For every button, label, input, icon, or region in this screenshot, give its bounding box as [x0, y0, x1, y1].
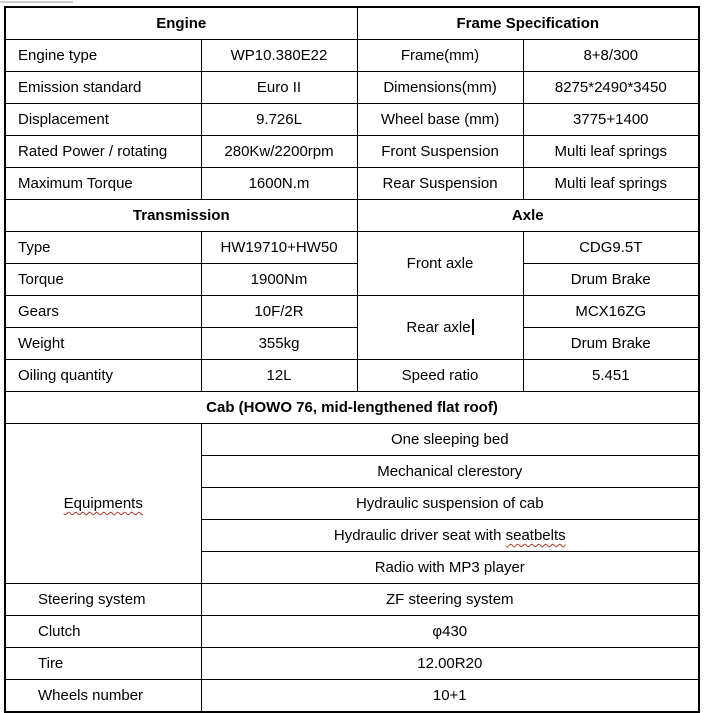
table-row: Tire 12.00R20 [4, 647, 700, 680]
cab-section-header: Cab (HOWO 76, mid-lengthened flat roof) [4, 391, 700, 424]
equipment-item[interactable]: Hydraulic suspension of cab [200, 487, 700, 520]
emission-standard-label[interactable]: Emission standard [4, 71, 202, 104]
equipment-item[interactable]: Radio with MP3 player [200, 551, 700, 584]
frame-section-header: Frame Specification [356, 6, 700, 40]
frame-label[interactable]: Frame(mm) [356, 39, 524, 72]
rear-axle-brake-value[interactable]: Drum Brake [522, 327, 700, 360]
rear-axle-label-text: Rear axle [406, 319, 471, 336]
dimensions-value[interactable]: 8275*2490*3450 [522, 71, 700, 104]
clutch-value[interactable]: φ430 [200, 615, 700, 648]
dimensions-label[interactable]: Dimensions(mm) [356, 71, 524, 104]
frame-value[interactable]: 8+8/300 [522, 39, 700, 72]
table-row: Radio with MP3 player [5, 551, 700, 584]
equipment-item[interactable]: Mechanical clerestory [200, 455, 700, 488]
table-row: Displacement 9.726L Wheel base (mm) 3775… [4, 103, 700, 136]
table-row: Type HW19710+HW50 Front axle CDG9.5T [4, 231, 700, 296]
truck-spec-table: Engine Frame Specification Engine type W… [4, 6, 701, 713]
rear-axle-label[interactable]: Rear axle [356, 295, 524, 360]
displacement-label[interactable]: Displacement [4, 103, 202, 136]
max-torque-label[interactable]: Maximum Torque [4, 167, 202, 200]
table-row: Hydraulic suspension of cab [5, 487, 700, 520]
rear-suspension-label[interactable]: Rear Suspension [356, 167, 524, 200]
oiling-quantity-label[interactable]: Oiling quantity [4, 359, 202, 392]
page-edge-artifact [0, 1, 73, 3]
wheels-number-label[interactable]: Wheels number [4, 679, 202, 713]
weight-label[interactable]: Weight [4, 327, 202, 360]
equipment-item[interactable]: Hydraulic driver seat with seatbelts [200, 519, 700, 552]
wheels-number-value[interactable]: 10+1 [200, 679, 700, 713]
table-row: Equipments One sleeping bed [4, 423, 700, 584]
displacement-value[interactable]: 9.726L [200, 103, 358, 136]
transmission-torque-value[interactable]: 1900Nm [200, 263, 358, 296]
table-row: Clutch φ430 [4, 615, 700, 648]
table-row: Torque 1900Nm Drum Brake [4, 263, 700, 296]
text-cursor [471, 319, 474, 335]
table-row: Mechanical clerestory [5, 455, 700, 488]
rated-power-value[interactable]: 280Kw/2200rpm [200, 135, 358, 168]
equipment-item-text: Hydraulic driver seat with [333, 527, 506, 544]
engine-section-header: Engine [4, 6, 358, 40]
steering-system-label[interactable]: Steering system [4, 583, 202, 616]
table-row: Wheels number 10+1 [4, 679, 700, 713]
weight-value[interactable]: 355kg [200, 327, 358, 360]
front-axle-brake-value[interactable]: Drum Brake [522, 263, 700, 296]
table-row: Engine Frame Specification [4, 6, 700, 40]
oiling-quantity-value[interactable]: 12L [200, 359, 358, 392]
table-row: Steering system ZF steering system [4, 583, 700, 616]
table-row: Transmission Axle [4, 199, 700, 232]
axle-section-header: Axle [356, 199, 700, 232]
front-suspension-value[interactable]: Multi leaf springs [522, 135, 700, 168]
emission-standard-value[interactable]: Euro II [200, 71, 358, 104]
transmission-type-value[interactable]: HW19710+HW50 [200, 231, 358, 264]
max-torque-value[interactable]: 1600N.m [200, 167, 358, 200]
equipments-label-text: Equipments [63, 495, 143, 512]
tire-label[interactable]: Tire [4, 647, 202, 680]
equipments-label[interactable]: Equipments [4, 423, 202, 584]
speed-ratio-label[interactable]: Speed ratio [356, 359, 524, 392]
clutch-label[interactable]: Clutch [4, 615, 202, 648]
transmission-section-header: Transmission [4, 199, 358, 232]
table-row: Oiling quantity 12L Speed ratio 5.451 [4, 359, 700, 392]
gears-value[interactable]: 10F/2R [200, 295, 358, 328]
misspelled-word: seatbelts [505, 527, 566, 544]
rated-power-label[interactable]: Rated Power / rotating [4, 135, 202, 168]
front-axle-label[interactable]: Front axle [356, 231, 524, 296]
gears-label[interactable]: Gears [4, 295, 202, 328]
table-row: Maximum Torque 1600N.m Rear Suspension M… [4, 167, 700, 200]
table-row: Rated Power / rotating 280Kw/2200rpm Fro… [4, 135, 700, 168]
speed-ratio-value[interactable]: 5.451 [522, 359, 700, 392]
table-row: Gears 10F/2R Rear axle MCX16ZG [4, 295, 700, 360]
table-row: Weight 355kg Drum Brake [4, 327, 700, 360]
front-suspension-label[interactable]: Front Suspension [356, 135, 524, 168]
table-row: Emission standard Euro II Dimensions(mm)… [4, 71, 700, 104]
front-axle-model-value[interactable]: CDG9.5T [522, 231, 700, 264]
transmission-torque-label[interactable]: Torque [4, 263, 202, 296]
engine-type-label[interactable]: Engine type [4, 39, 202, 72]
table-row: Engine type WP10.380E22 Frame(mm) 8+8/30… [4, 39, 700, 72]
table-row: Cab (HOWO 76, mid-lengthened flat roof) [4, 391, 700, 424]
equipment-item[interactable]: One sleeping bed [200, 423, 700, 456]
rear-suspension-value[interactable]: Multi leaf springs [522, 167, 700, 200]
transmission-type-label[interactable]: Type [4, 231, 202, 264]
wheel-base-value[interactable]: 3775+1400 [522, 103, 700, 136]
steering-system-value[interactable]: ZF steering system [200, 583, 700, 616]
wheel-base-label[interactable]: Wheel base (mm) [356, 103, 524, 136]
engine-type-value[interactable]: WP10.380E22 [200, 39, 358, 72]
rear-axle-model-value[interactable]: MCX16ZG [522, 295, 700, 328]
tire-value[interactable]: 12.00R20 [200, 647, 700, 680]
